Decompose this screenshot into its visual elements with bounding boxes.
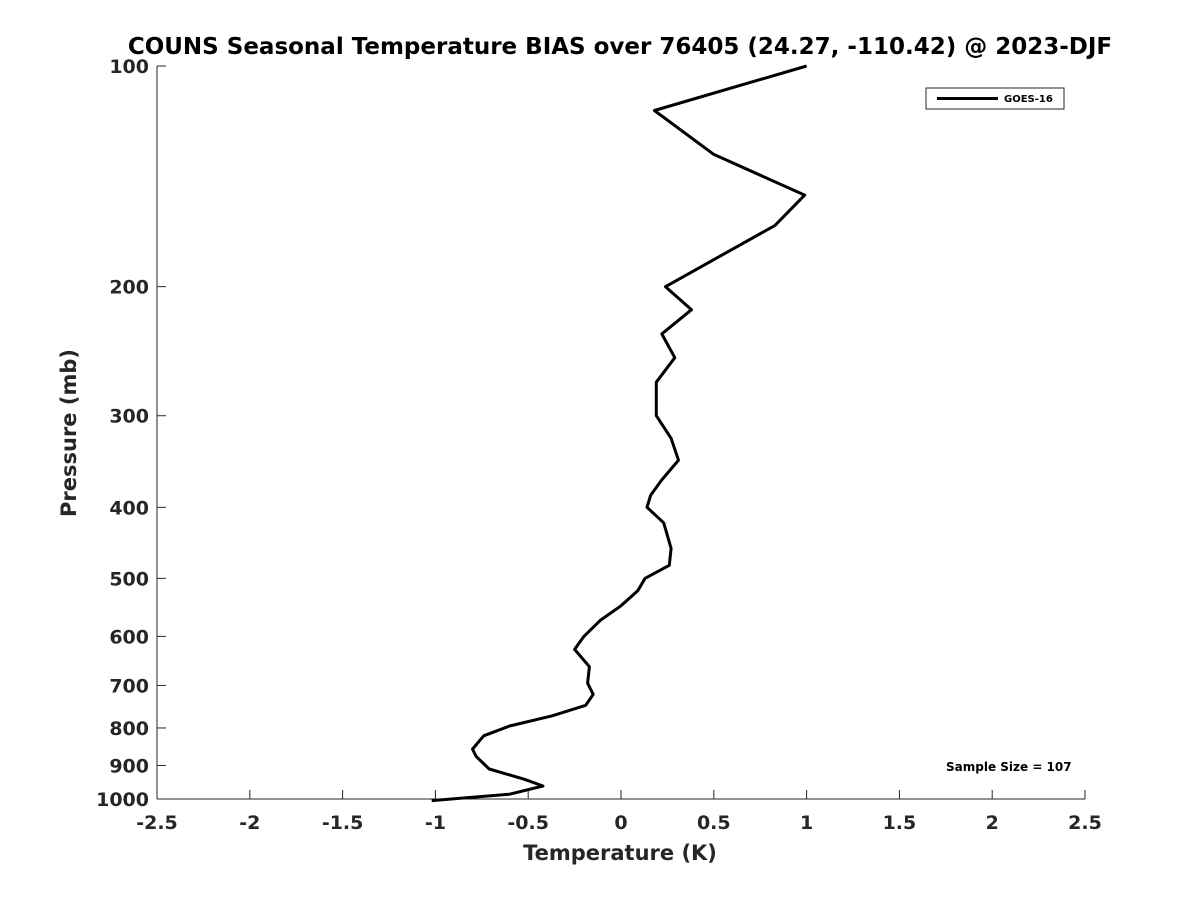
x-tick-label: 1: [800, 812, 813, 834]
x-tick-label: 1.5: [883, 812, 917, 834]
y-axis-label: Pressure (mb): [57, 349, 81, 517]
x-tick-label: 2.5: [1068, 812, 1102, 834]
y-tick-label: 600: [109, 626, 149, 648]
y-tick-label: 200: [109, 277, 149, 299]
y-tick-label: 700: [109, 675, 149, 697]
x-tick-label: -1.5: [322, 812, 364, 834]
chart-title: COUNS Seasonal Temperature BIAS over 764…: [128, 34, 1112, 60]
y-axis-ticks: 100 200 300 400 500 600 700 800 900 1000: [96, 56, 166, 811]
y-tick-label: 800: [109, 718, 149, 740]
x-tick-label: 0.5: [697, 812, 731, 834]
legend-entry-goes-16: GOES-16: [1004, 94, 1053, 105]
y-tick-label: 300: [109, 406, 149, 428]
y-tick-label: 100: [109, 56, 149, 78]
legend: GOES-16: [925, 87, 1065, 110]
x-axis-label: Temperature (K): [523, 841, 717, 865]
sample-size-annotation: Sample Size = 107: [946, 760, 1072, 774]
y-tick-label: 900: [109, 755, 149, 777]
x-tick-label: -0.5: [507, 812, 549, 834]
y-tick-label: 500: [109, 568, 149, 590]
y-tick-label: 400: [109, 497, 149, 519]
y-tick-label: 1000: [96, 789, 149, 811]
series-line-goes-16: [431, 64, 808, 803]
x-axis-ticks: -2.5 -2 -1.5 -1 -0.5 0 0.5 1 1.5 2 2.5: [136, 790, 1102, 834]
x-tick-label: 0: [614, 812, 627, 834]
x-tick-label: 2: [986, 812, 999, 834]
x-tick-label: -1: [425, 812, 446, 834]
x-tick-label: -2.5: [136, 812, 178, 834]
x-tick-label: -2: [239, 812, 260, 834]
